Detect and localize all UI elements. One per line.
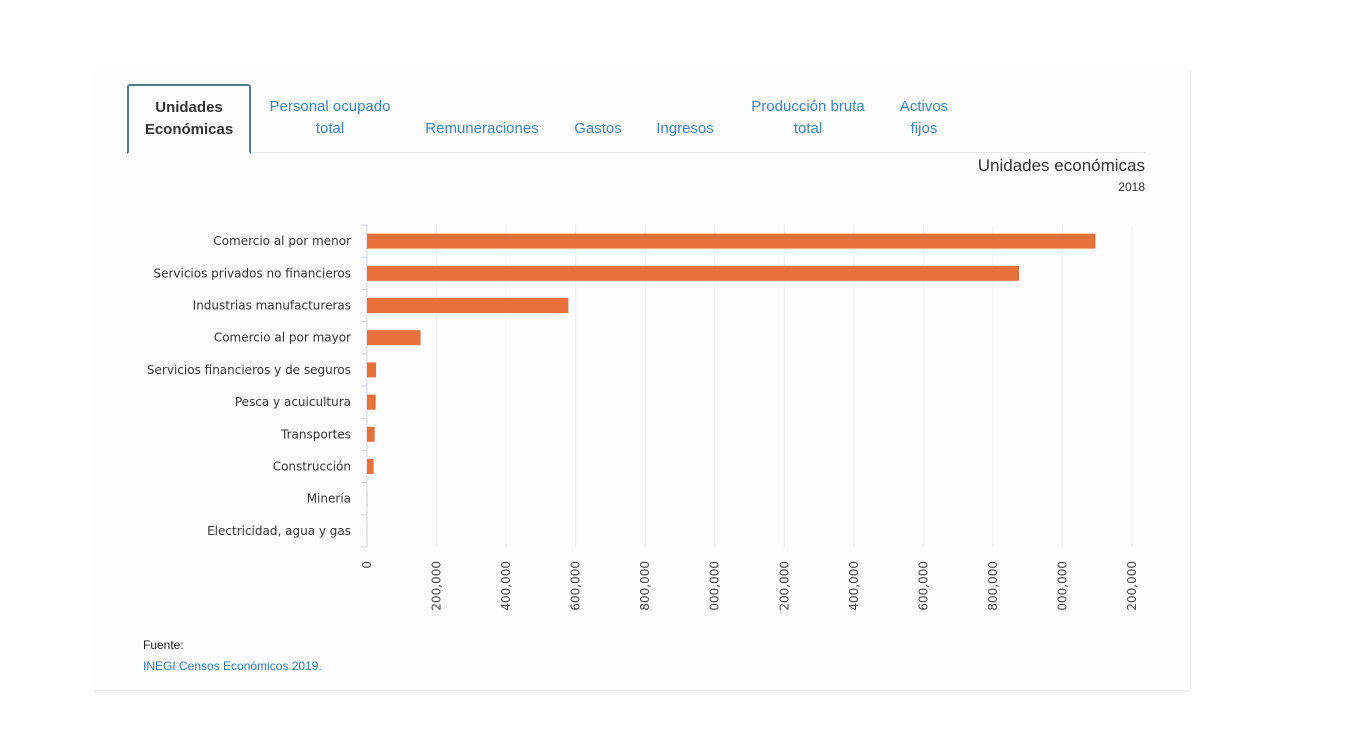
bar: [367, 426, 375, 442]
category-label: Pesca y acuicultura: [235, 395, 351, 409]
x-tick-label: 1,800,000: [986, 561, 1000, 610]
source-link[interactable]: INEGI Censos Económicos 2019.: [143, 659, 322, 673]
bar: [367, 362, 377, 378]
tab-produccion-bruta-total[interactable]: Producción bruta total: [751, 98, 865, 137]
x-tick-label: 1,000,000: [708, 561, 722, 610]
chart-card: Unidades Económicas Personal ocupado tot…: [95, 70, 1191, 691]
category-label: Electricidad, agua y gas: [207, 524, 351, 538]
tab-bar: Unidades Económicas Personal ocupado tot…: [125, 84, 1145, 154]
category-label: Industrias manufactureras: [193, 299, 351, 313]
x-tick-label: 1,400,000: [847, 561, 861, 610]
bar: [367, 298, 569, 313]
x-tick-label: 2,000,000: [1055, 561, 1069, 610]
x-tick-label: 1,600,000: [916, 561, 930, 610]
bar: [367, 394, 376, 410]
tab-personal-ocupado-total[interactable]: Personal ocupado total: [269, 98, 391, 137]
x-tick-label: 0: [360, 561, 374, 569]
bar: [367, 459, 374, 474]
tab-ingresos[interactable]: Ingresos: [656, 120, 714, 137]
bar: [367, 330, 421, 346]
chart-subtitle: 2018: [1118, 180, 1145, 194]
x-tick-label: 200,000: [430, 561, 444, 610]
tab-remuneraciones[interactable]: Remuneraciones: [425, 120, 539, 137]
category-label: Servicios privados no financieros: [153, 266, 351, 280]
category-label: Construcción: [273, 460, 351, 474]
tab-unidades-economicas[interactable]: Unidades Económicas: [127, 84, 251, 154]
bar: [367, 233, 1096, 249]
x-tick-label: 800,000: [638, 561, 652, 610]
x-tick-label: 400,000: [499, 561, 513, 610]
category-label: Comercio al por menor: [213, 234, 351, 248]
category-label: Minería: [307, 492, 351, 506]
bar: [367, 265, 1019, 281]
bar-chart: Comercio al por menor Servicios privados …: [147, 224, 1139, 610]
tab-gastos[interactable]: Gastos: [574, 120, 622, 137]
source-label: Fuente:: [143, 638, 184, 652]
chart-title: Unidades económicas: [977, 156, 1145, 175]
x-tick-label: 1,200,000: [777, 561, 791, 610]
tab-activos-fijos[interactable]: Activos fijos: [899, 98, 949, 137]
category-label: Servicios financieros y de seguros: [147, 363, 351, 377]
category-label: Comercio al por mayor: [214, 331, 351, 345]
category-label: Transportes: [280, 427, 351, 441]
x-tick-label: 600,000: [569, 561, 583, 610]
x-tick-label: 2,200,000: [1125, 561, 1139, 610]
